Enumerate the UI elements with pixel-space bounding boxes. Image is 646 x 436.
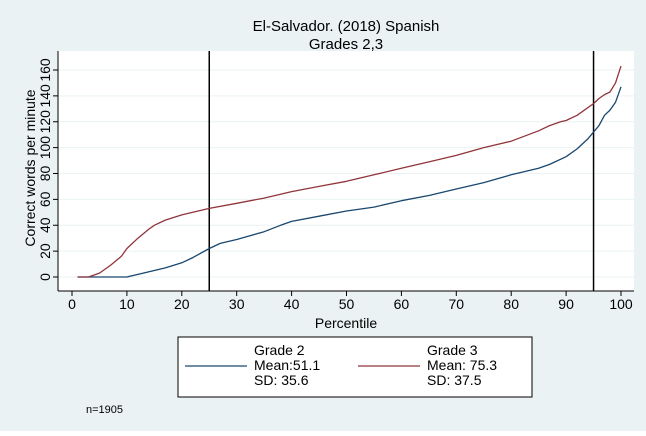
y-tick-label-40: 40	[37, 217, 53, 233]
y-tick-label-0: 0	[37, 273, 53, 281]
y-tick-label-20: 20	[37, 243, 53, 259]
y-tick-label-80: 80	[37, 166, 53, 182]
x-tick-label-30: 30	[229, 296, 245, 312]
x-tick-label-70: 70	[449, 296, 465, 312]
x-tick-label-50: 50	[339, 296, 355, 312]
x-axis-ticks: 0 10 20 30 40 50 60 70 80 90 100	[68, 291, 633, 312]
reference-lines	[208, 51, 595, 291]
x-tick-label-40: 40	[284, 296, 300, 312]
x-tick-label-60: 60	[394, 296, 410, 312]
legend-box	[177, 336, 533, 398]
y-tick-label-100: 100	[37, 136, 53, 160]
y-tick-label-120: 120	[37, 110, 53, 134]
y-tick-label-60: 60	[37, 191, 53, 207]
legend-grade-3-sd: SD: 37.5	[427, 372, 482, 388]
x-tick-label-10: 10	[119, 296, 135, 312]
series-lines	[77, 65, 622, 278]
legend: Grade 2 Mean:51.1 SD: 35.6 Grade 3 Mean:…	[177, 336, 533, 398]
y-tick-label-140: 140	[37, 84, 53, 108]
x-tick-label-100: 100	[609, 296, 633, 312]
chart-title: El-Salvador. (2018) Spanish	[253, 18, 440, 35]
legend-grade-2-mean: Mean:51.1	[254, 357, 320, 373]
series-line-grade-2	[77, 86, 622, 278]
x-tick-label-80: 80	[503, 296, 519, 312]
plot-area	[58, 51, 634, 291]
chart-subtitle: Grades 2,3	[309, 36, 383, 53]
series-line-grade-3	[77, 65, 622, 278]
x-tick-label-0: 0	[68, 296, 76, 312]
y-axis-ticks: 0 20 40 60 80 100 120 140 160	[37, 58, 58, 281]
x-tick-label-90: 90	[558, 296, 574, 312]
y-axis-label: Correct words per minute	[22, 89, 38, 246]
y-tick-label-160: 160	[37, 58, 53, 82]
legend-grade-2-sd: SD: 35.6	[254, 372, 309, 388]
legend-grade-3-name: Grade 3	[427, 342, 478, 358]
x-tick-label-20: 20	[174, 296, 190, 312]
legend-grade-2-name: Grade 2	[254, 342, 305, 358]
x-axis-label: Percentile	[315, 315, 377, 331]
sample-size-note: n=1905	[86, 404, 123, 416]
legend-grade-3-mean: Mean: 75.3	[427, 357, 497, 373]
